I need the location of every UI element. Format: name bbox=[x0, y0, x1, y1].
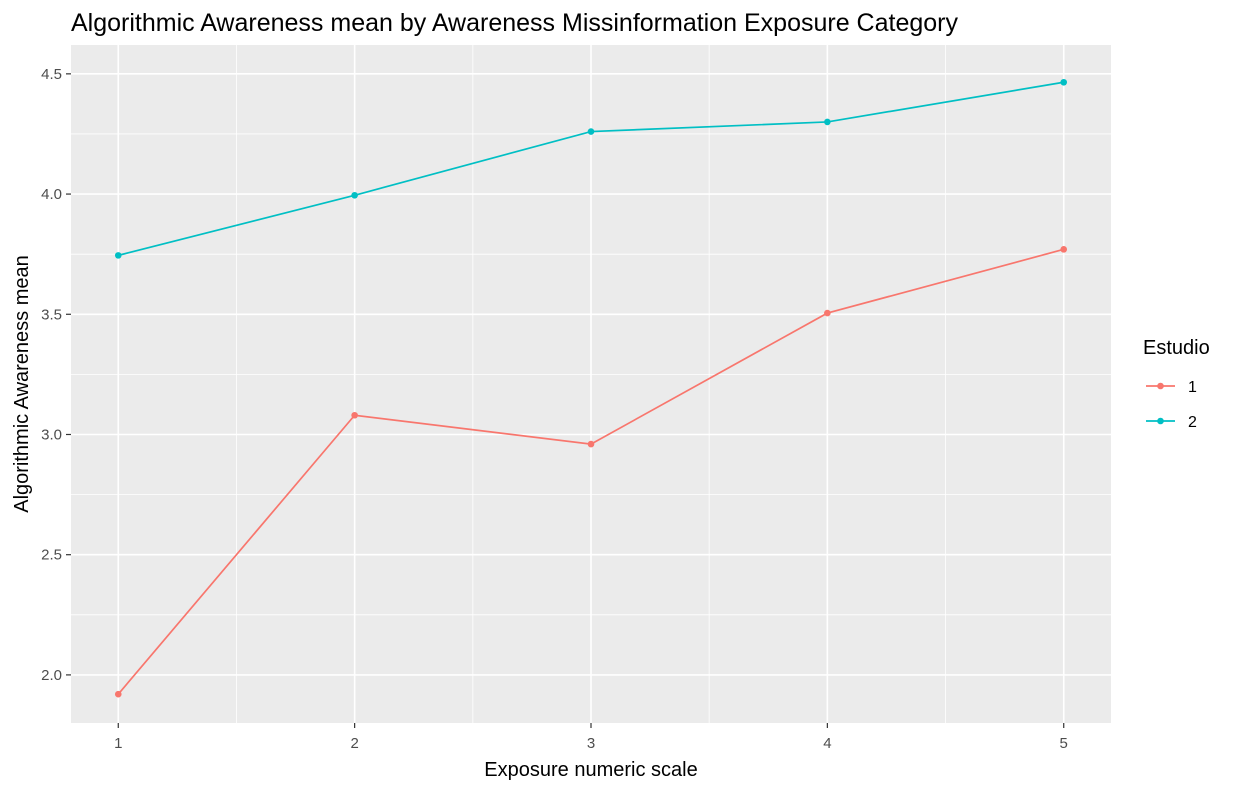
series-2-point bbox=[351, 191, 358, 199]
series-2-point bbox=[587, 128, 595, 135]
y-tick-label: 3.5 bbox=[41, 306, 62, 323]
legend-key-point bbox=[1157, 382, 1164, 390]
legend-key-point bbox=[1157, 417, 1164, 425]
x-tick-label: 5 bbox=[1060, 735, 1068, 752]
x-axis-title: Exposure numeric scale bbox=[484, 759, 697, 781]
chart-title: Algorithmic Awareness mean by Awareness … bbox=[71, 9, 958, 37]
series-1-point bbox=[1060, 246, 1068, 253]
series-1-point bbox=[114, 690, 122, 698]
x-tick-label: 3 bbox=[587, 735, 595, 752]
series-2-point bbox=[1060, 78, 1068, 86]
x-tick-label: 2 bbox=[350, 735, 358, 752]
y-tick-label: 2.5 bbox=[41, 547, 62, 564]
y-tick-label: 3.0 bbox=[41, 426, 62, 443]
series-1-point bbox=[351, 411, 358, 419]
series-2-point bbox=[824, 118, 831, 126]
series-1-point bbox=[587, 440, 595, 448]
x-axis: 1 2 3 4 5 bbox=[114, 723, 1068, 752]
y-axis: 2.0 2.5 3.0 3.5 4.0 4.5 bbox=[41, 66, 71, 684]
legend-label: 2 bbox=[1188, 414, 1197, 431]
y-tick-label: 4.0 bbox=[41, 186, 62, 203]
legend: Estudio 12 bbox=[1143, 337, 1210, 431]
series-2-point bbox=[114, 252, 122, 259]
y-axis-title: Algorithmic Awareness mean bbox=[11, 255, 33, 513]
legend-label: 1 bbox=[1188, 379, 1197, 396]
legend-title: Estudio bbox=[1143, 337, 1210, 359]
y-tick-label: 2.0 bbox=[41, 667, 62, 684]
series-1-point bbox=[824, 309, 831, 317]
series-layer bbox=[114, 78, 1068, 698]
major-gridlines bbox=[71, 45, 1111, 723]
x-tick-label: 1 bbox=[114, 735, 122, 752]
x-tick-label: 4 bbox=[823, 735, 831, 752]
legend-items: 12 bbox=[1146, 379, 1197, 431]
y-tick-label: 4.5 bbox=[41, 66, 62, 83]
